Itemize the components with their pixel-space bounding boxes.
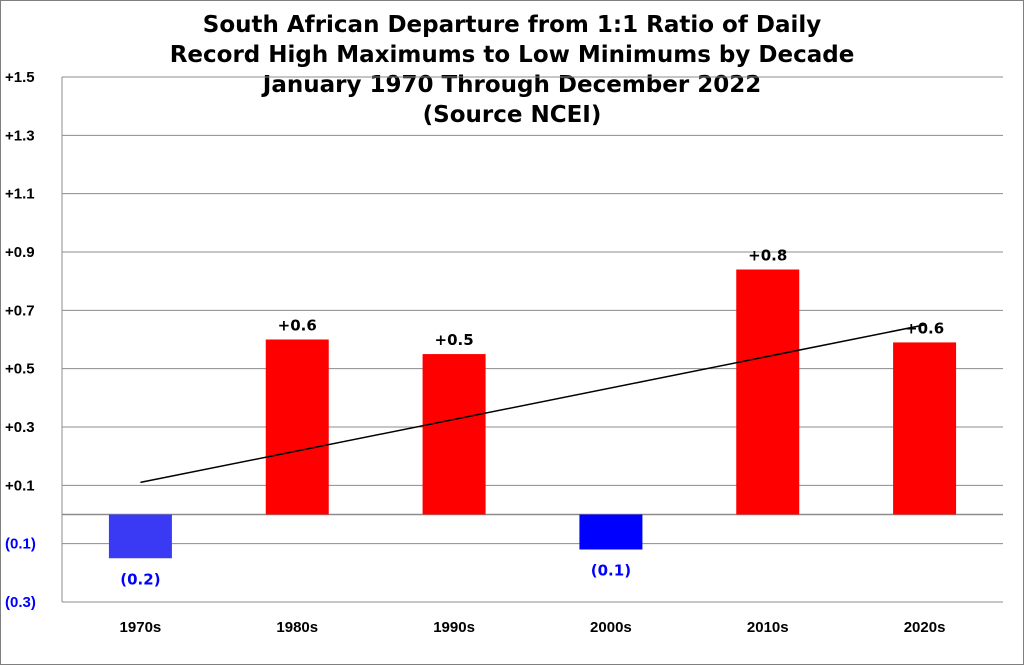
x-tick-label: 1980s [276,619,318,636]
trendline [140,324,925,484]
bar-1980s [265,339,329,515]
data-label: (0.1) [591,562,631,580]
y-tick-label: (0.1) [5,536,36,553]
bar-2020s [893,342,957,515]
x-tick-label: 2000s [590,619,632,636]
data-label: +0.6 [278,317,317,335]
x-tick-label: 2020s [904,619,946,636]
data-label: (0.2) [120,570,160,588]
y-tick-label: +0.1 [5,477,35,494]
chart-title-line-3: January 1970 Through December 2022 [262,72,762,98]
y-tick-label: +1.1 [5,186,35,203]
y-tick-label: +0.3 [5,419,35,436]
y-tick-label: +0.9 [5,244,35,261]
data-label: +0.6 [905,319,944,337]
y-tick-label: (0.3) [5,594,36,611]
data-label: +0.5 [435,331,474,349]
bar-1990s [422,354,486,515]
chart-title-line-1: South African Departure from 1:1 Ratio o… [202,12,822,38]
x-tick-label: 1970s [120,619,162,636]
chart-title-line-4: (Source NCEI) [422,102,602,128]
y-tick-label: +0.5 [5,361,35,378]
chart-title-line-2: Record High Maximums to Low Minimums by … [169,42,855,68]
y-tick-label: +1.3 [5,127,35,144]
bar-2010s [736,269,800,515]
y-tick-label: +0.7 [5,302,35,319]
data-label: +0.8 [748,247,787,265]
bar-1970s [108,514,172,559]
chart-title: South African Departure from 1:1 Ratio o… [0,10,1024,130]
x-tick-label: 1990s [433,619,475,636]
x-tick-label: 2010s [747,619,789,636]
bar-2000s [579,514,643,550]
y-tick-label: +1.5 [5,69,35,86]
